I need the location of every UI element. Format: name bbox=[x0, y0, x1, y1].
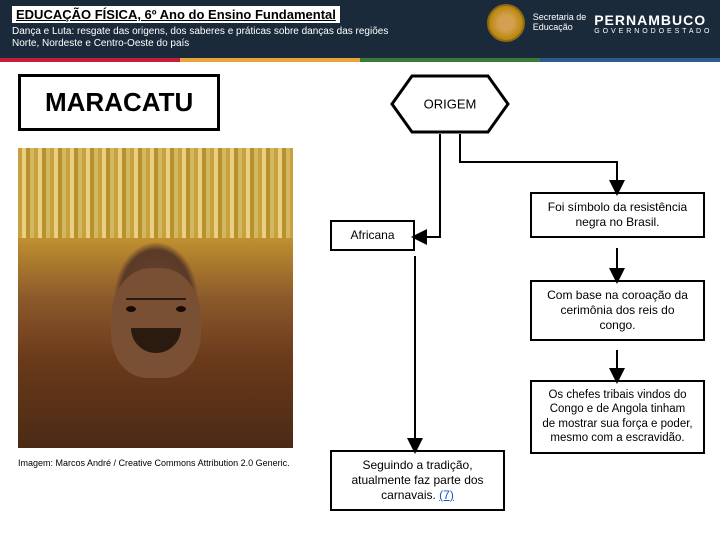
state-sub: G O V E R N O D O E S T A D O bbox=[594, 28, 710, 35]
hexagon-label: ORIGEM bbox=[424, 97, 477, 112]
reference-link[interactable]: (7) bbox=[439, 488, 454, 502]
content-area: MARACATU ORIGEM Imagem: Marcos André / C… bbox=[0, 62, 720, 540]
origem-hexagon: ORIGEM bbox=[390, 74, 510, 134]
state-seal-icon bbox=[487, 4, 525, 42]
main-title: MARACATU bbox=[18, 74, 220, 131]
secretaria-label: Secretaria de Educação bbox=[533, 13, 587, 33]
image-credit: Imagem: Marcos André / Creative Commons … bbox=[18, 458, 290, 469]
box-coroacao: Com base na coroação da cerimônia dos re… bbox=[530, 280, 705, 341]
page-header: EDUCAÇÃO FÍSICA, 6º Ano do Ensino Fundam… bbox=[0, 0, 720, 58]
tradicao-text: Seguindo a tradição, atualmente faz part… bbox=[351, 458, 483, 502]
header-logos: Secretaria de Educação PERNAMBUCO G O V … bbox=[487, 4, 710, 42]
maracatu-photo bbox=[18, 148, 293, 448]
state-name: PERNAMBUCO bbox=[594, 12, 710, 28]
box-tradicao: Seguindo a tradição, atualmente faz part… bbox=[330, 450, 505, 511]
box-simbolo: Foi símbolo da resistência negra no Bras… bbox=[530, 192, 705, 238]
box-chefes: Os chefes tribais vindos do Congo e de A… bbox=[530, 380, 705, 454]
header-title: EDUCAÇÃO FÍSICA, 6º Ano do Ensino Fundam… bbox=[12, 6, 340, 23]
box-africana: Africana bbox=[330, 220, 415, 251]
state-logo: PERNAMBUCO G O V E R N O D O E S T A D O bbox=[594, 12, 710, 35]
header-subtitle: Dança e Luta: resgate das origens, dos s… bbox=[12, 26, 412, 50]
